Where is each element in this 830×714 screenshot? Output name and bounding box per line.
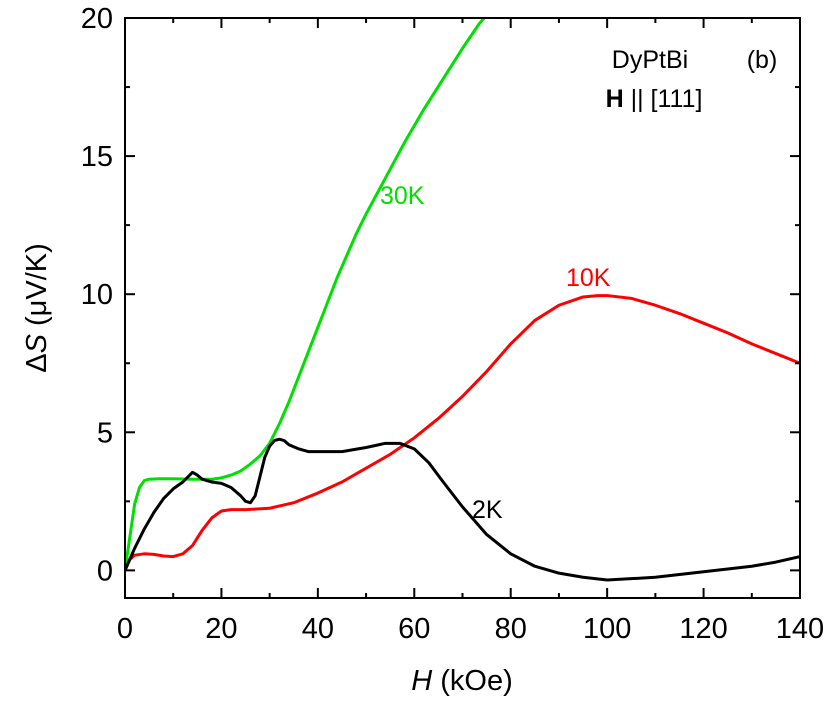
series-label-2K: 2K [472,496,503,524]
x-tick-label: 60 [398,613,430,645]
x-axis-unit: (kOe) [432,665,513,697]
series-label-10K: 10K [566,264,611,292]
y-axis-ticks: 0 5 10 15 20 [81,3,800,587]
series-label-30K: 30K [380,182,425,210]
y-axis-unit: (μV/K) [21,243,53,334]
compound-label: DyPtBi [612,46,688,74]
y-axis-variable: S [21,333,53,353]
x-tick-label: 0 [117,613,133,645]
series-line-2K [125,437,800,582]
y-tick-label: 5 [97,417,113,449]
x-axis-title: H (kOe) [411,665,513,697]
series-layer [125,18,800,582]
x-tick-label: 140 [776,613,824,645]
y-tick-label: 10 [81,279,113,311]
series-line-10K [125,294,800,571]
x-tick-label: 100 [583,613,631,645]
x-tick-label: 120 [679,613,727,645]
y-axis-prefix: Δ [21,353,53,372]
x-tick-label: 20 [205,613,237,645]
panel-label: (b) [747,46,778,74]
y-tick-label: 15 [81,141,113,173]
y-tick-label: 20 [81,3,113,35]
field-direction-text: || [111] [624,85,703,113]
x-tick-label: 80 [495,613,527,645]
field-vector-symbol: H [606,85,624,113]
y-tick-label: 0 [97,555,113,587]
x-axis-variable: H [411,665,432,697]
x-axis-ticks: 0 20 40 60 80 100 120 140 [117,18,824,645]
y-axis-title: ΔS (μV/K) [21,243,53,373]
x-tick-label: 40 [302,613,334,645]
series-line-30K [125,18,486,571]
field-direction-label: H || [111] [606,85,703,113]
